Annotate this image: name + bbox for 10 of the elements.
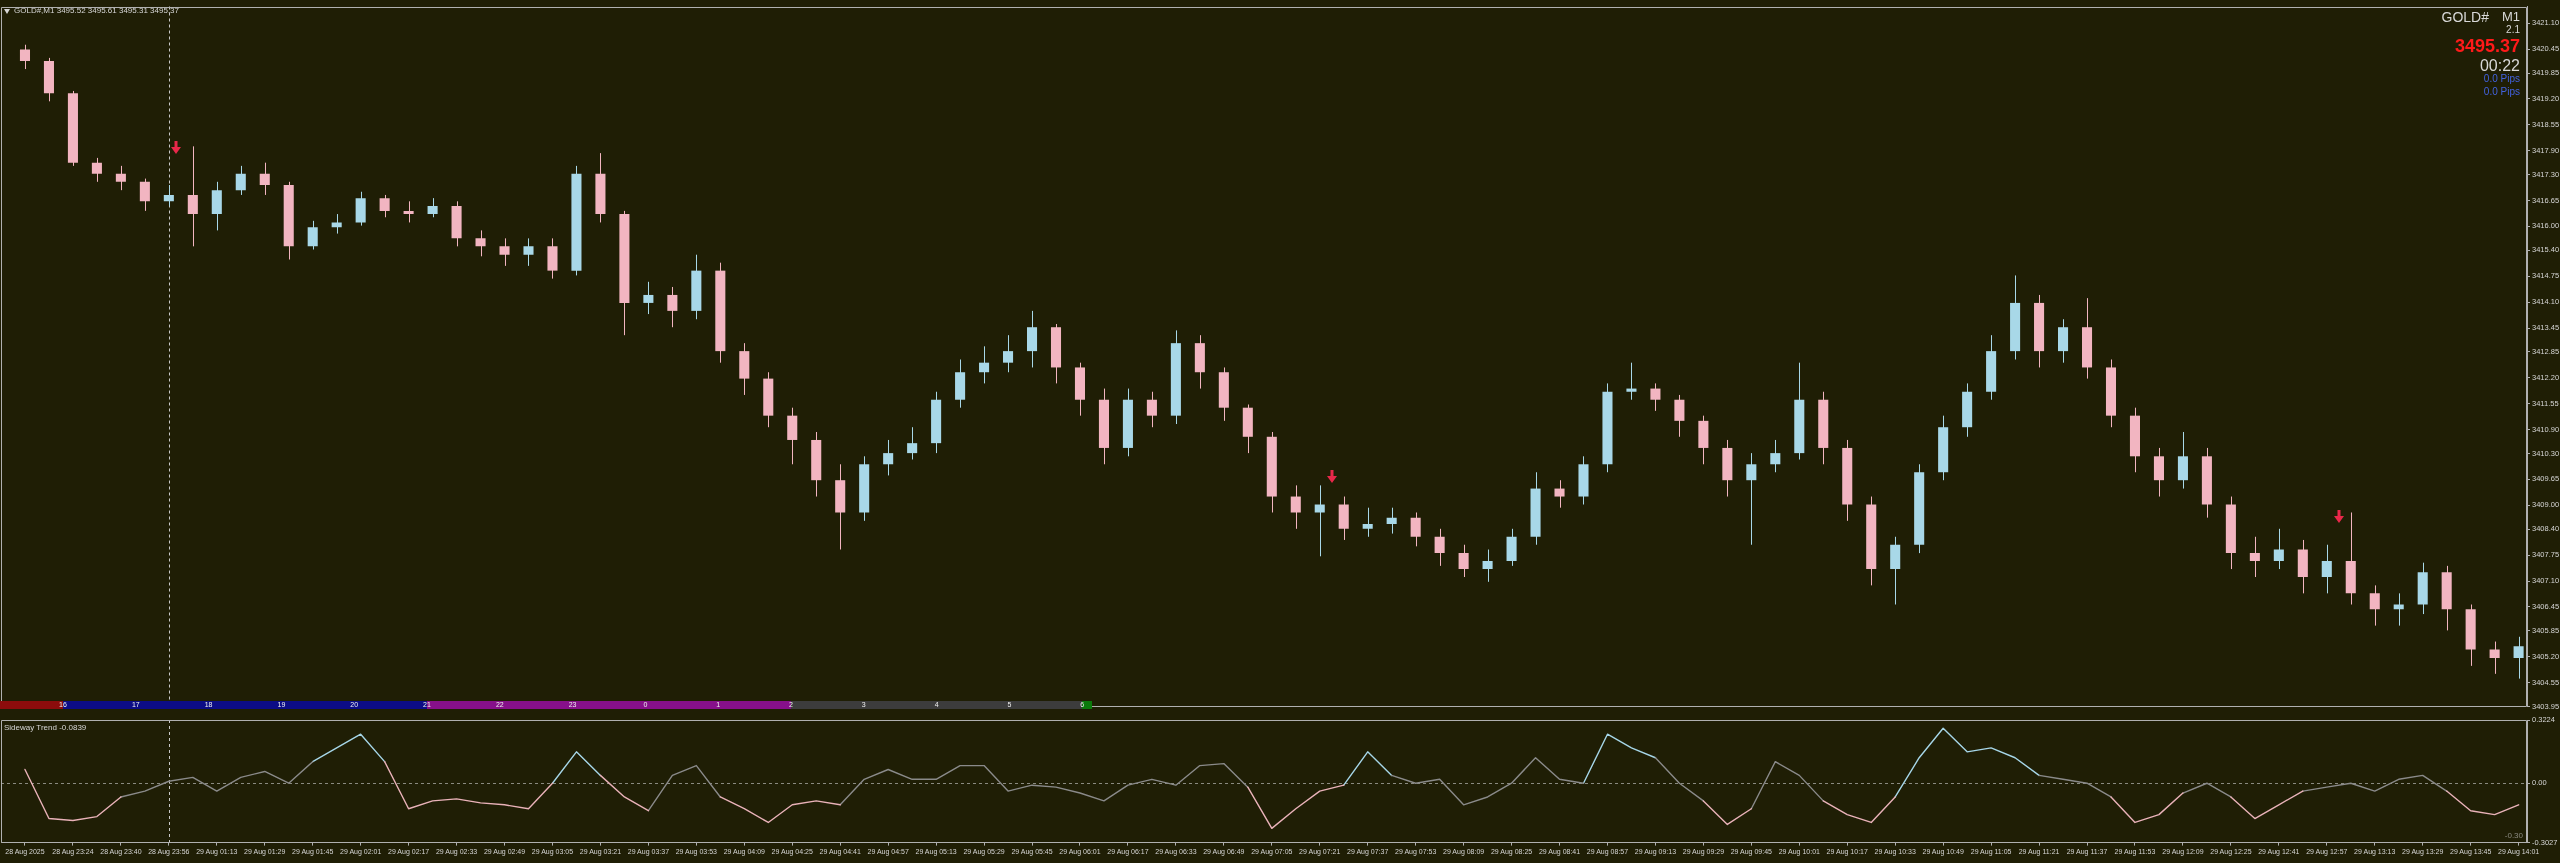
annotation: 3495.37 xyxy=(2454,36,2520,56)
annotation: M1 xyxy=(2501,9,2520,24)
ref-line-label: -0.30 xyxy=(2504,831,2524,841)
chart-title: Sideway Trend -0.0839 xyxy=(4,723,87,733)
annotation: 2.1 xyxy=(2506,24,2520,35)
annotation: GOLD# xyxy=(2441,9,2489,25)
annotation: 00:22 xyxy=(2479,57,2520,74)
annotation: 0.0 Pips xyxy=(2483,86,2520,97)
chart-title: GOLD#,M1 3495.52 3495.61 3495.31 3495.37 xyxy=(14,6,180,16)
annotation: 0.0 Pips xyxy=(2483,73,2520,84)
